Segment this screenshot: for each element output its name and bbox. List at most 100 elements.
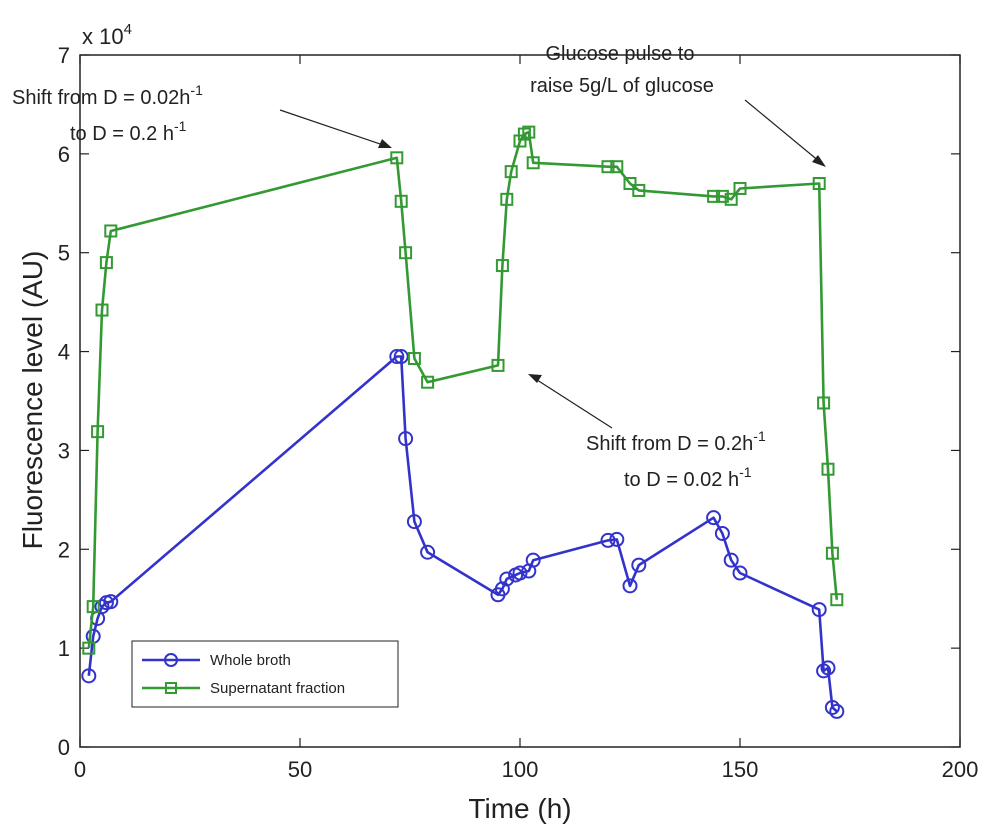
point-whole-broth [732,565,748,581]
point-supernatant [513,134,527,148]
y-tick-label: 3 [58,438,70,463]
point-supernatant [407,351,421,365]
point-whole-broth [706,510,722,526]
point-whole-broth [406,514,422,530]
point-supernatant [821,462,835,476]
annotation-shift-up-line2: to D = 0.2 h-1 [70,118,187,145]
point-supernatant [522,125,536,139]
point-supernatant [82,641,96,655]
point-whole-broth [389,349,405,365]
annotation-glucose-arrowhead [812,155,826,167]
legend-marker-supernatant [165,682,177,694]
annotation-shift-up: Shift from D = 0.02h-1 to D = 0.2 h-1 [12,82,392,148]
y-tick-label: 4 [58,340,70,365]
x-tick-label: 150 [722,757,759,782]
point-supernatant [830,593,844,607]
y-tick-label: 7 [58,43,70,68]
point-whole-broth [824,699,840,715]
point-whole-broth [622,578,638,594]
point-supernatant [623,177,637,191]
point-whole-broth [393,349,409,365]
y-tick-label: 1 [58,636,70,661]
annotation-glucose-pulse: Glucose pulse to raise 5g/L of glucose [530,43,826,167]
y-tick-label: 0 [58,735,70,760]
point-whole-broth [600,532,616,548]
annotation-glucose-line1: Glucose pulse to [546,43,695,65]
annotation-shift-down-arrowhead [528,374,542,383]
point-supernatant [91,425,105,439]
point-supernatant [707,189,721,203]
point-supernatant [104,224,118,238]
point-supernatant [504,165,518,179]
annotation-shift-down: Shift from D = 0.2h-1 to D = 0.02 h-1 [528,374,766,491]
point-supernatant [399,246,413,260]
y-axis-title: Fluorescence level (AU) [17,251,48,550]
x-tick-label: 0 [74,757,86,782]
annotation-shift-down-line1: Shift from D = 0.2h-1 [586,428,766,455]
point-supernatant [812,177,826,191]
point-supernatant [495,259,509,273]
point-supernatant [99,256,113,270]
point-whole-broth [723,552,739,568]
point-whole-broth [609,531,625,547]
point-supernatant [601,160,615,174]
point-whole-broth [631,557,647,573]
series-line-supernatant [87,130,839,649]
point-supernatant [500,192,514,206]
x-tick-label: 50 [288,757,312,782]
point-whole-broth [811,602,827,618]
y-axis: 0 1 2 3 4 5 6 7 [58,43,960,760]
series-layer [81,125,845,719]
point-whole-broth [103,594,119,610]
point-supernatant [491,358,505,372]
point-whole-broth [714,525,730,541]
point-whole-broth [499,571,515,587]
series-line-whole-broth [87,355,838,713]
point-whole-broth [398,431,414,447]
point-whole-broth [820,660,836,676]
annotation-shift-up-arrow [279,109,387,147]
point-supernatant [517,127,531,141]
annotation-shift-up-line1: Shift from D = 0.02h-1 [12,82,203,109]
legend-entry-whole-broth: Whole broth [142,652,291,669]
point-supernatant [632,183,646,197]
x-axis-title: Time (h) [468,793,571,824]
point-whole-broth [829,703,845,719]
point-supernatant [526,156,540,170]
annotation-glucose-arrow [744,99,821,163]
legend-label-whole-broth: Whole broth [210,652,291,669]
annotation-shift-down-arrow [533,377,613,429]
point-supernatant [95,303,109,317]
point-supernatant [733,181,747,195]
y-tick-label: 5 [58,241,70,266]
y-tick-label: 6 [58,142,70,167]
legend-label-supernatant: Supernatant fraction [210,680,345,697]
point-whole-broth [525,552,541,568]
annotation-shift-down-line2: to D = 0.02 h-1 [624,464,752,491]
point-supernatant [610,160,624,174]
legend-box [131,640,399,708]
x-axis: 0 50 100 150 200 [74,55,978,782]
point-supernatant [421,375,435,389]
point-whole-broth [512,565,528,581]
legend-marker-whole-broth [164,653,178,667]
point-whole-broth [94,599,110,615]
point-supernatant [724,192,738,206]
legend: Whole broth Supernatant fraction [131,640,399,708]
x-tick-label: 200 [942,757,979,782]
x-tick-label: 100 [502,757,539,782]
point-whole-broth [420,544,436,560]
legend-entry-supernatant: Supernatant fraction [142,680,345,697]
point-whole-broth [81,668,97,684]
point-supernatant [390,151,404,165]
annotation-glucose-line2: raise 5g/L of glucose [530,75,714,97]
y-multiplier: x 104 [82,21,132,49]
point-supernatant [394,194,408,208]
annotation-shift-up-arrowhead [378,139,392,148]
point-supernatant [825,546,839,560]
point-supernatant [86,600,100,614]
point-supernatant [715,189,729,203]
point-supernatant [817,396,831,410]
y-tick-label: 2 [58,537,70,562]
